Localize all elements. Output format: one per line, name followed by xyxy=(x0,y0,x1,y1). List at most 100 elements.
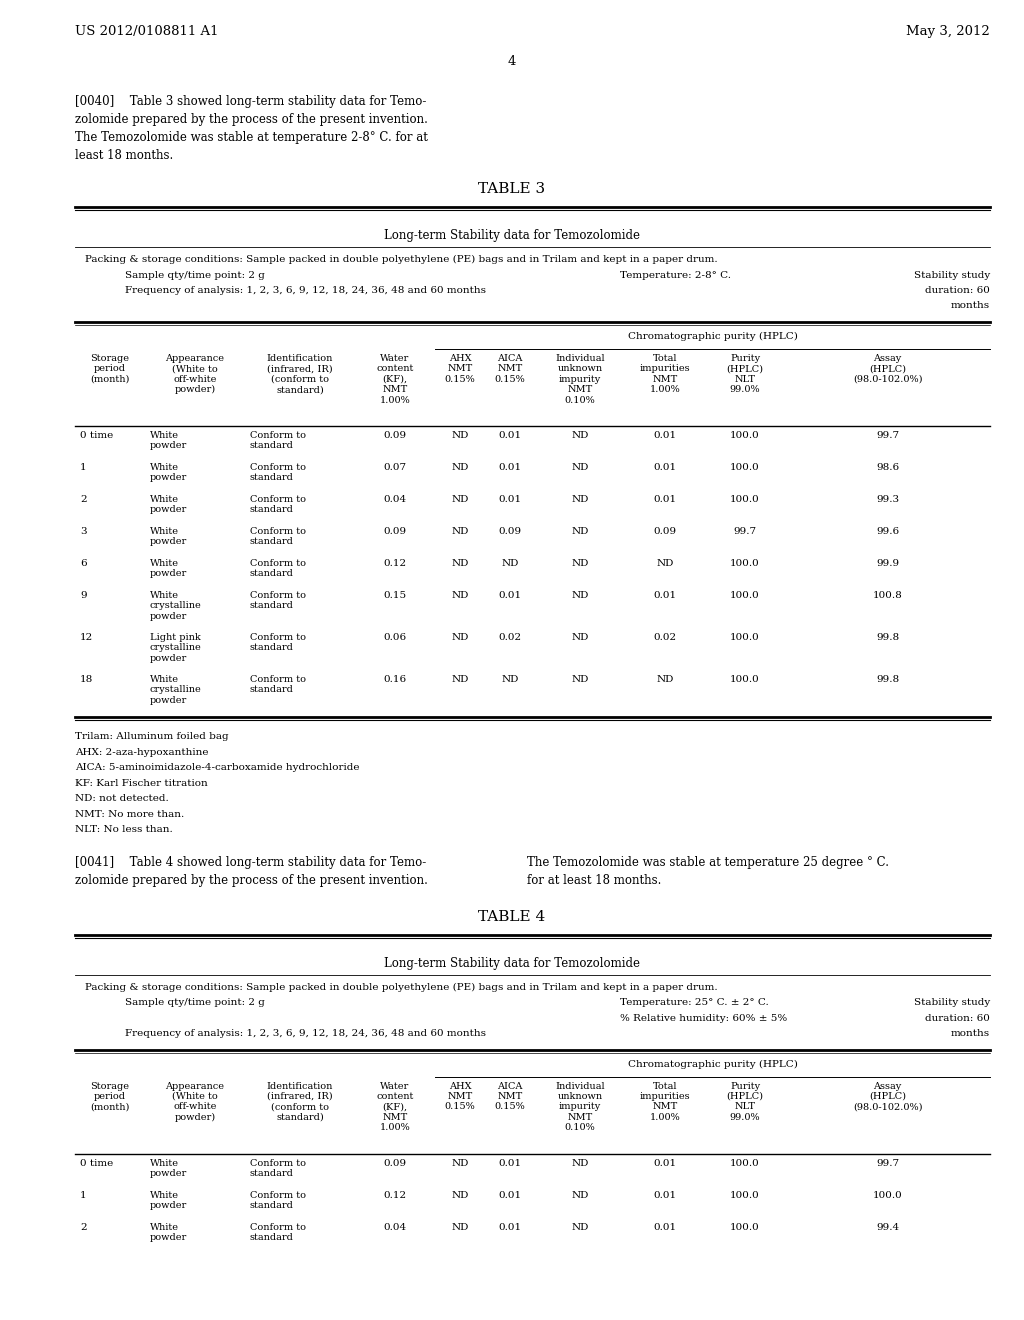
Text: ND: ND xyxy=(571,558,589,568)
Text: 100.0: 100.0 xyxy=(730,432,760,440)
Text: NMT: No more than.: NMT: No more than. xyxy=(75,809,184,818)
Text: 1: 1 xyxy=(80,1191,87,1200)
Text: ND: ND xyxy=(571,1222,589,1232)
Text: White
crystalline
powder: White crystalline powder xyxy=(150,591,202,620)
Text: 99.7: 99.7 xyxy=(876,1159,899,1167)
Text: zolomide prepared by the process of the present invention.: zolomide prepared by the process of the … xyxy=(75,874,428,887)
Text: 0.04: 0.04 xyxy=(383,1222,407,1232)
Text: months: months xyxy=(951,301,990,310)
Text: 0.09: 0.09 xyxy=(499,527,521,536)
Text: 2: 2 xyxy=(80,495,87,504)
Text: 0.09: 0.09 xyxy=(383,432,407,440)
Text: 0.15: 0.15 xyxy=(383,591,407,601)
Text: ND: not detected.: ND: not detected. xyxy=(75,795,169,803)
Text: 99.9: 99.9 xyxy=(876,558,899,568)
Text: 0.02: 0.02 xyxy=(653,634,677,642)
Text: duration: 60: duration: 60 xyxy=(925,286,990,294)
Text: ND: ND xyxy=(656,675,674,684)
Text: 100.0: 100.0 xyxy=(730,463,760,473)
Text: Conform to
standard: Conform to standard xyxy=(250,634,306,652)
Text: Trilam: Alluminum foiled bag: Trilam: Alluminum foiled bag xyxy=(75,733,228,741)
Text: [0041]  Table 4 showed long-term stability data for Temo-: [0041] Table 4 showed long-term stabilit… xyxy=(75,855,426,869)
Text: ND: ND xyxy=(571,432,589,440)
Text: 99.8: 99.8 xyxy=(876,675,899,684)
Text: ND: ND xyxy=(571,675,589,684)
Text: Individual
unknown
impurity
NMT
0.10%: Individual unknown impurity NMT 0.10% xyxy=(555,1081,605,1133)
Text: US 2012/0108811 A1: US 2012/0108811 A1 xyxy=(75,25,218,38)
Text: 100.0: 100.0 xyxy=(730,675,760,684)
Text: 0.02: 0.02 xyxy=(499,634,521,642)
Text: White
powder: White powder xyxy=(150,1191,187,1210)
Text: Storage
period
(month): Storage period (month) xyxy=(90,1081,130,1111)
Text: ND: ND xyxy=(571,591,589,601)
Text: ND: ND xyxy=(452,527,469,536)
Text: 99.7: 99.7 xyxy=(733,527,757,536)
Text: Total
impurities
NMT
1.00%: Total impurities NMT 1.00% xyxy=(640,354,690,395)
Text: 0.07: 0.07 xyxy=(383,463,407,473)
Text: Purity
(HPLC)
NLT
99.0%: Purity (HPLC) NLT 99.0% xyxy=(726,354,764,395)
Text: Water
content
(KF),
NMT
1.00%: Water content (KF), NMT 1.00% xyxy=(376,1081,414,1133)
Text: Conform to
standard: Conform to standard xyxy=(250,1159,306,1177)
Text: TABLE 3: TABLE 3 xyxy=(478,182,546,195)
Text: 0.01: 0.01 xyxy=(653,432,677,440)
Text: Stability study: Stability study xyxy=(913,271,990,280)
Text: May 3, 2012: May 3, 2012 xyxy=(906,25,990,38)
Text: 100.0: 100.0 xyxy=(730,1159,760,1167)
Text: The Temozolomide was stable at temperature 2-8° C. for at: The Temozolomide was stable at temperatu… xyxy=(75,131,428,144)
Text: KF: Karl Fischer titration: KF: Karl Fischer titration xyxy=(75,779,208,788)
Text: Conform to
standard: Conform to standard xyxy=(250,1191,306,1210)
Text: Appearance
(White to
off-white
powder): Appearance (White to off-white powder) xyxy=(166,354,224,395)
Text: AICA
NMT
0.15%: AICA NMT 0.15% xyxy=(495,354,525,384)
Text: 9: 9 xyxy=(80,591,87,601)
Text: Conform to
standard: Conform to standard xyxy=(250,463,306,482)
Text: Long-term Stability data for Temozolomide: Long-term Stability data for Temozolomid… xyxy=(384,228,640,242)
Text: Temperature: 25° C. ± 2° C.: Temperature: 25° C. ± 2° C. xyxy=(620,998,769,1007)
Text: White
powder: White powder xyxy=(150,1222,187,1242)
Text: ND: ND xyxy=(452,1159,469,1167)
Text: 2: 2 xyxy=(80,1222,87,1232)
Text: Chromatographic purity (HPLC): Chromatographic purity (HPLC) xyxy=(628,1060,798,1069)
Text: 99.8: 99.8 xyxy=(876,634,899,642)
Text: Conform to
standard: Conform to standard xyxy=(250,1222,306,1242)
Text: 1: 1 xyxy=(80,463,87,473)
Text: 0.01: 0.01 xyxy=(499,1191,521,1200)
Text: months: months xyxy=(951,1030,990,1038)
Text: 0.01: 0.01 xyxy=(653,1222,677,1232)
Text: ND: ND xyxy=(571,463,589,473)
Text: Conform to
standard: Conform to standard xyxy=(250,591,306,610)
Text: Identification
(infrared, IR)
(conform to
standard): Identification (infrared, IR) (conform t… xyxy=(267,354,333,395)
Text: AHX
NMT
0.15%: AHX NMT 0.15% xyxy=(444,354,475,384)
Text: ND: ND xyxy=(452,591,469,601)
Text: 6: 6 xyxy=(80,558,87,568)
Text: White
powder: White powder xyxy=(150,463,187,482)
Text: ND: ND xyxy=(452,463,469,473)
Text: [0040]  Table 3 showed long-term stability data for Temo-: [0040] Table 3 showed long-term stabilit… xyxy=(75,95,426,108)
Text: 0.01: 0.01 xyxy=(653,1191,677,1200)
Text: 100.0: 100.0 xyxy=(730,1222,760,1232)
Text: ND: ND xyxy=(571,1159,589,1167)
Text: 0.09: 0.09 xyxy=(383,527,407,536)
Text: ND: ND xyxy=(452,1191,469,1200)
Text: ND: ND xyxy=(452,495,469,504)
Text: Packing & storage conditions: Sample packed in double polyethylene (PE) bags and: Packing & storage conditions: Sample pac… xyxy=(85,255,718,264)
Text: TABLE 4: TABLE 4 xyxy=(478,909,546,924)
Text: 0 time: 0 time xyxy=(80,432,114,440)
Text: Identification
(infrared, IR)
(conform to
standard): Identification (infrared, IR) (conform t… xyxy=(267,1081,333,1122)
Text: 100.0: 100.0 xyxy=(730,634,760,642)
Text: ND: ND xyxy=(502,558,519,568)
Text: Water
content
(KF),
NMT
1.00%: Water content (KF), NMT 1.00% xyxy=(376,354,414,405)
Text: 0.12: 0.12 xyxy=(383,558,407,568)
Text: 99.6: 99.6 xyxy=(876,527,899,536)
Text: 0.01: 0.01 xyxy=(653,1159,677,1167)
Text: White
powder: White powder xyxy=(150,527,187,546)
Text: ND: ND xyxy=(452,558,469,568)
Text: White
powder: White powder xyxy=(150,558,187,578)
Text: White
powder: White powder xyxy=(150,432,187,450)
Text: ND: ND xyxy=(502,675,519,684)
Text: 100.0: 100.0 xyxy=(730,558,760,568)
Text: 0.12: 0.12 xyxy=(383,1191,407,1200)
Text: Sample qty/time point: 2 g: Sample qty/time point: 2 g xyxy=(125,998,265,1007)
Text: ND: ND xyxy=(571,495,589,504)
Text: 100.8: 100.8 xyxy=(872,591,902,601)
Text: AICA: 5-aminoimidazole-4-carboxamide hydrochloride: AICA: 5-aminoimidazole-4-carboxamide hyd… xyxy=(75,763,359,772)
